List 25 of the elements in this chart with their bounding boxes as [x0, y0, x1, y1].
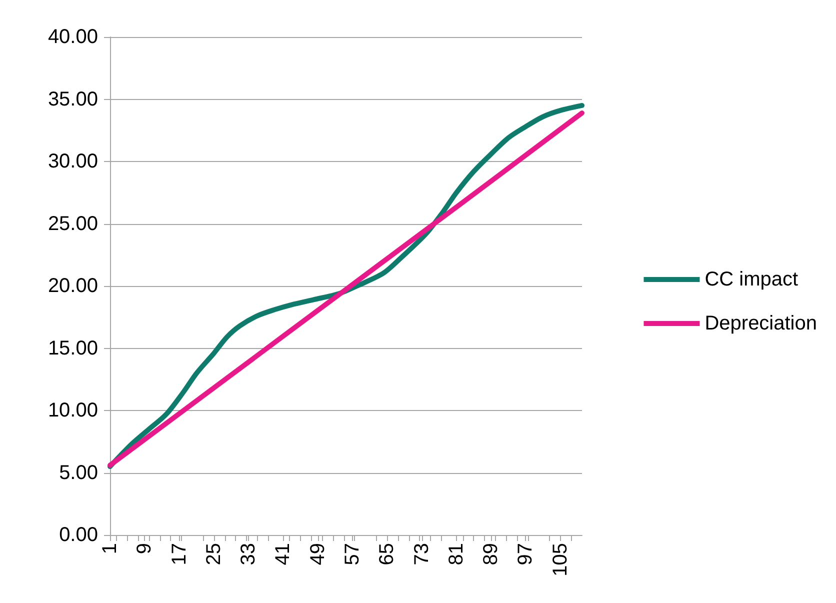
legend-label: Depreciation	[704, 312, 818, 334]
x-tick-label: 49	[306, 543, 329, 566]
x-tick-label: 25	[202, 543, 225, 566]
x-tick-label: 57	[341, 543, 364, 566]
y-tick-label: 40.00	[48, 26, 98, 48]
x-tick-label: 33	[238, 543, 260, 566]
x-tick-label: 1	[99, 543, 121, 554]
x-tick-label: 17	[168, 543, 190, 566]
x-tick-label: 41	[272, 543, 294, 566]
y-tick-label: 35.00	[48, 88, 98, 110]
x-tick-label: 89	[480, 543, 502, 566]
y-tick-label: 25.00	[48, 212, 98, 235]
x-tick-label: 105	[549, 543, 572, 576]
x-tick-label: 81	[445, 543, 468, 566]
x-tick-label: 9	[134, 543, 156, 554]
x-tick-label: 73	[410, 543, 433, 566]
y-tick-label: 15.00	[48, 337, 98, 360]
x-tick-label: 97	[514, 543, 537, 566]
y-tick-label: 20.00	[48, 275, 98, 297]
y-tick-label: 0.00	[59, 524, 98, 546]
legend-label: CC impact	[704, 268, 799, 290]
y-tick-label: 30.00	[48, 150, 98, 172]
y-tick-label: 5.00	[59, 462, 98, 484]
y-tick-label: 10.00	[48, 400, 98, 422]
x-tick-label: 65	[376, 543, 398, 566]
